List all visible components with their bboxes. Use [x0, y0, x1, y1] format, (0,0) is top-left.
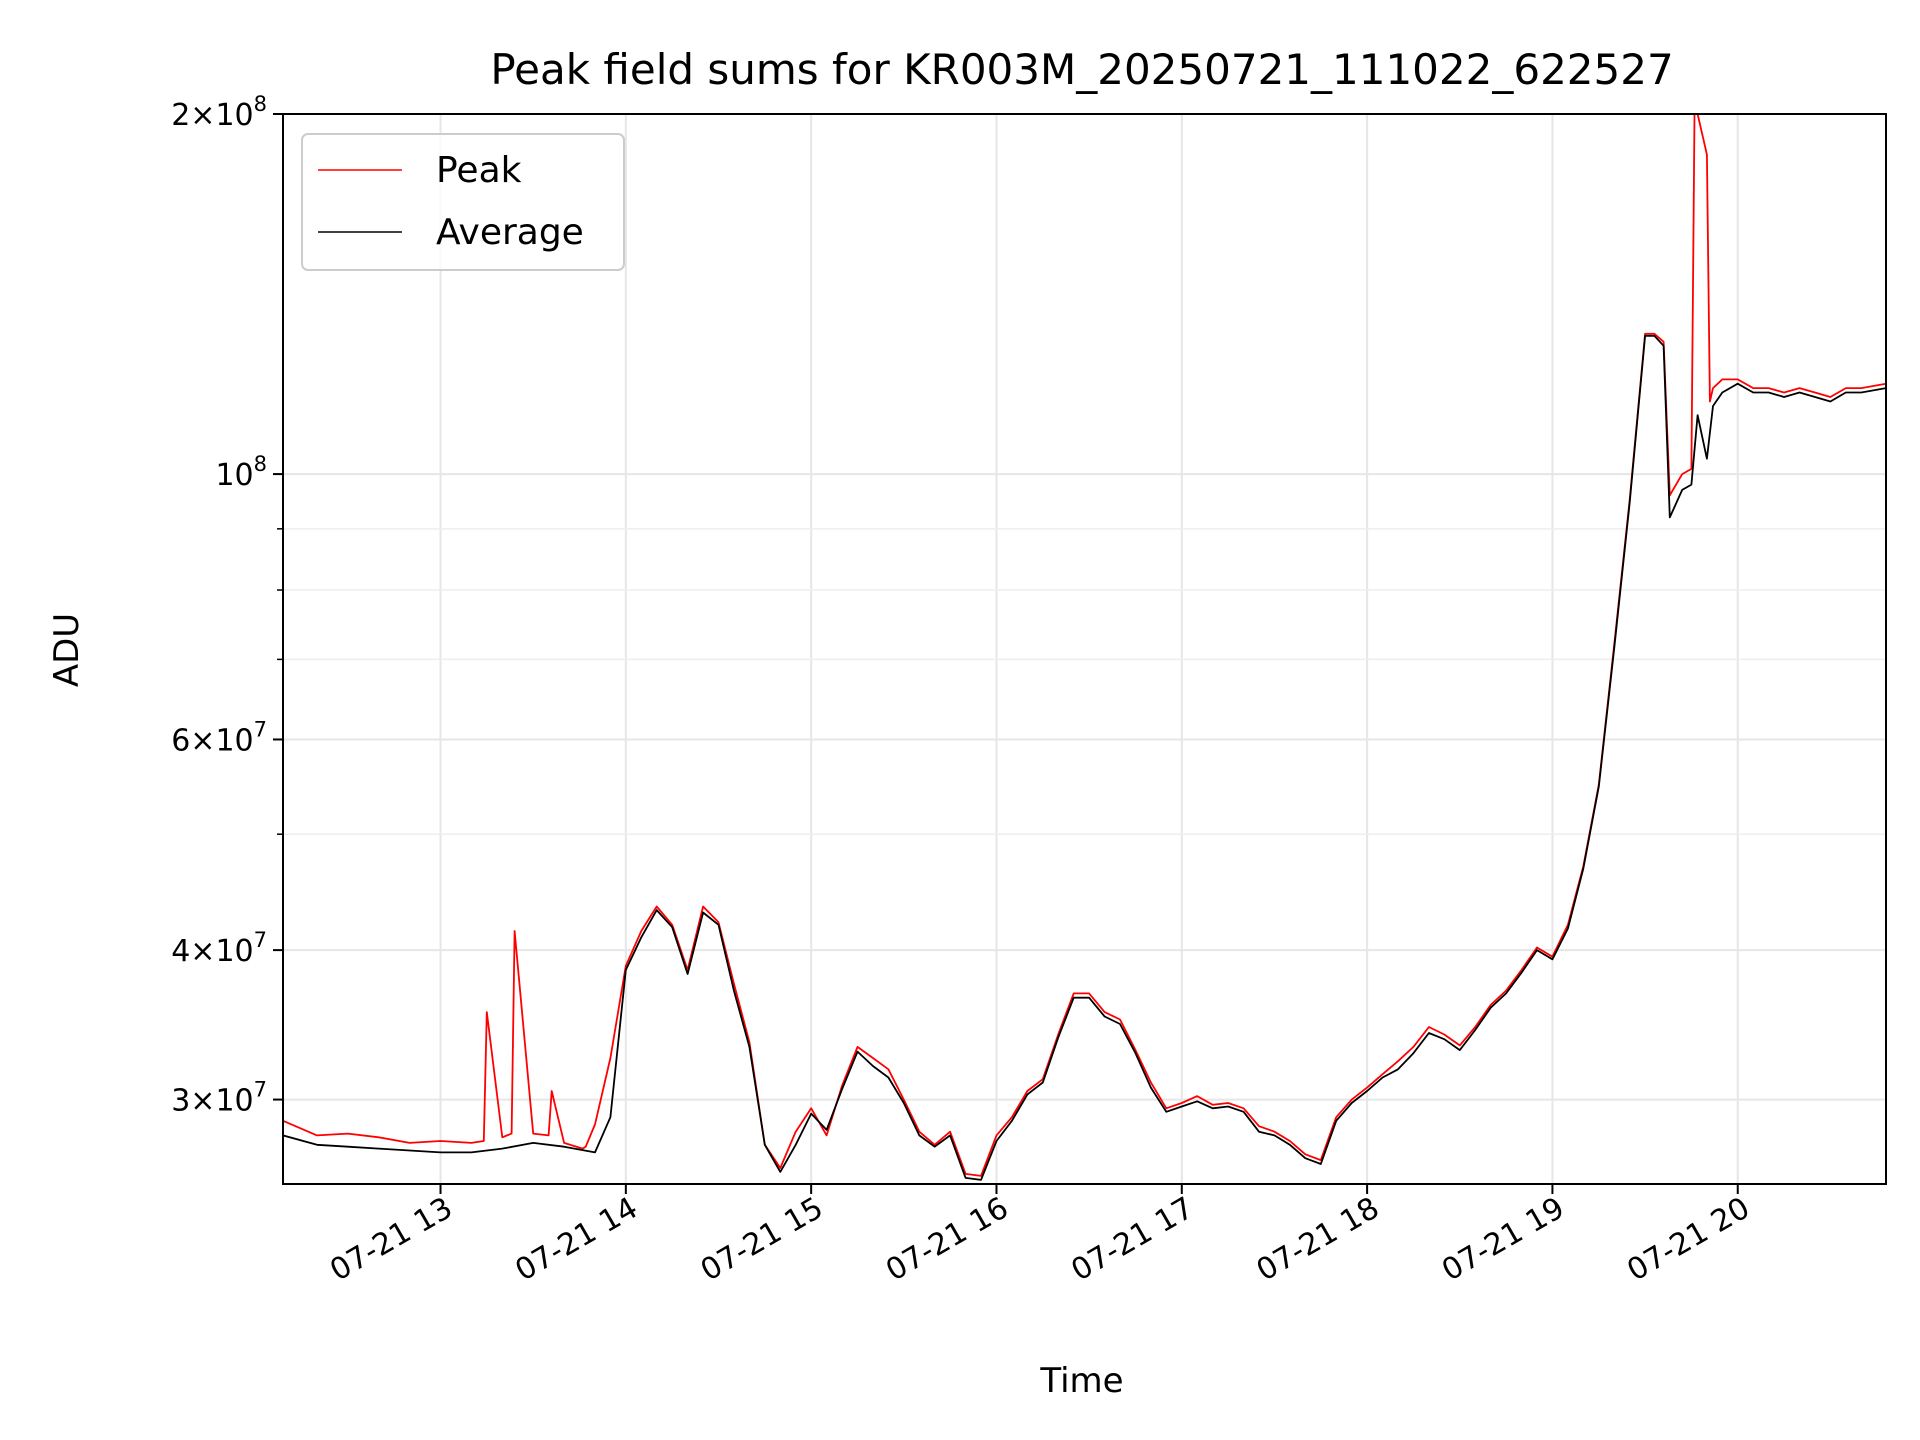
plot-lines — [283, 114, 1886, 1180]
legend-label-average: Average — [436, 212, 584, 253]
x-tick-label: 07-21 20 — [1621, 1191, 1755, 1289]
x-axis-ticks: 07-21 13 07-21 14 07-21 15 07-21 16 07-21 17… — [324, 1184, 1756, 1288]
x-tick-label: 07-21 15 — [695, 1191, 829, 1289]
chart-title: Peak field sums for KR003M_20250721_1110… — [490, 45, 1673, 94]
x-tick-label: 07-21 17 — [1065, 1191, 1199, 1289]
x-tick-label: 07-21 18 — [1251, 1191, 1385, 1289]
y-tick-label: 6×107 — [171, 717, 267, 758]
y-axis-label: ADU — [47, 613, 87, 687]
y-tick-label: 108 — [215, 452, 267, 493]
x-axis-label: Time — [1039, 1361, 1123, 1401]
x-tick-label: 07-21 16 — [880, 1191, 1014, 1289]
x-tick-label: 07-21 19 — [1436, 1191, 1570, 1289]
y-tick-label: 3×107 — [171, 1078, 267, 1119]
legend: Peak Average — [302, 134, 624, 270]
x-tick-label: 07-21 13 — [324, 1191, 458, 1289]
y-tick-label: 4×107 — [171, 928, 267, 969]
y-axis-ticks: 3×107 4×107 6×107 108 2×108 — [171, 92, 283, 1119]
legend-label-peak: Peak — [436, 150, 522, 191]
series-line-average — [283, 336, 1886, 1180]
x-tick-label: 07-21 14 — [510, 1191, 644, 1289]
series-line-peak — [283, 114, 1886, 1176]
y-tick-label: 2×108 — [171, 92, 267, 133]
